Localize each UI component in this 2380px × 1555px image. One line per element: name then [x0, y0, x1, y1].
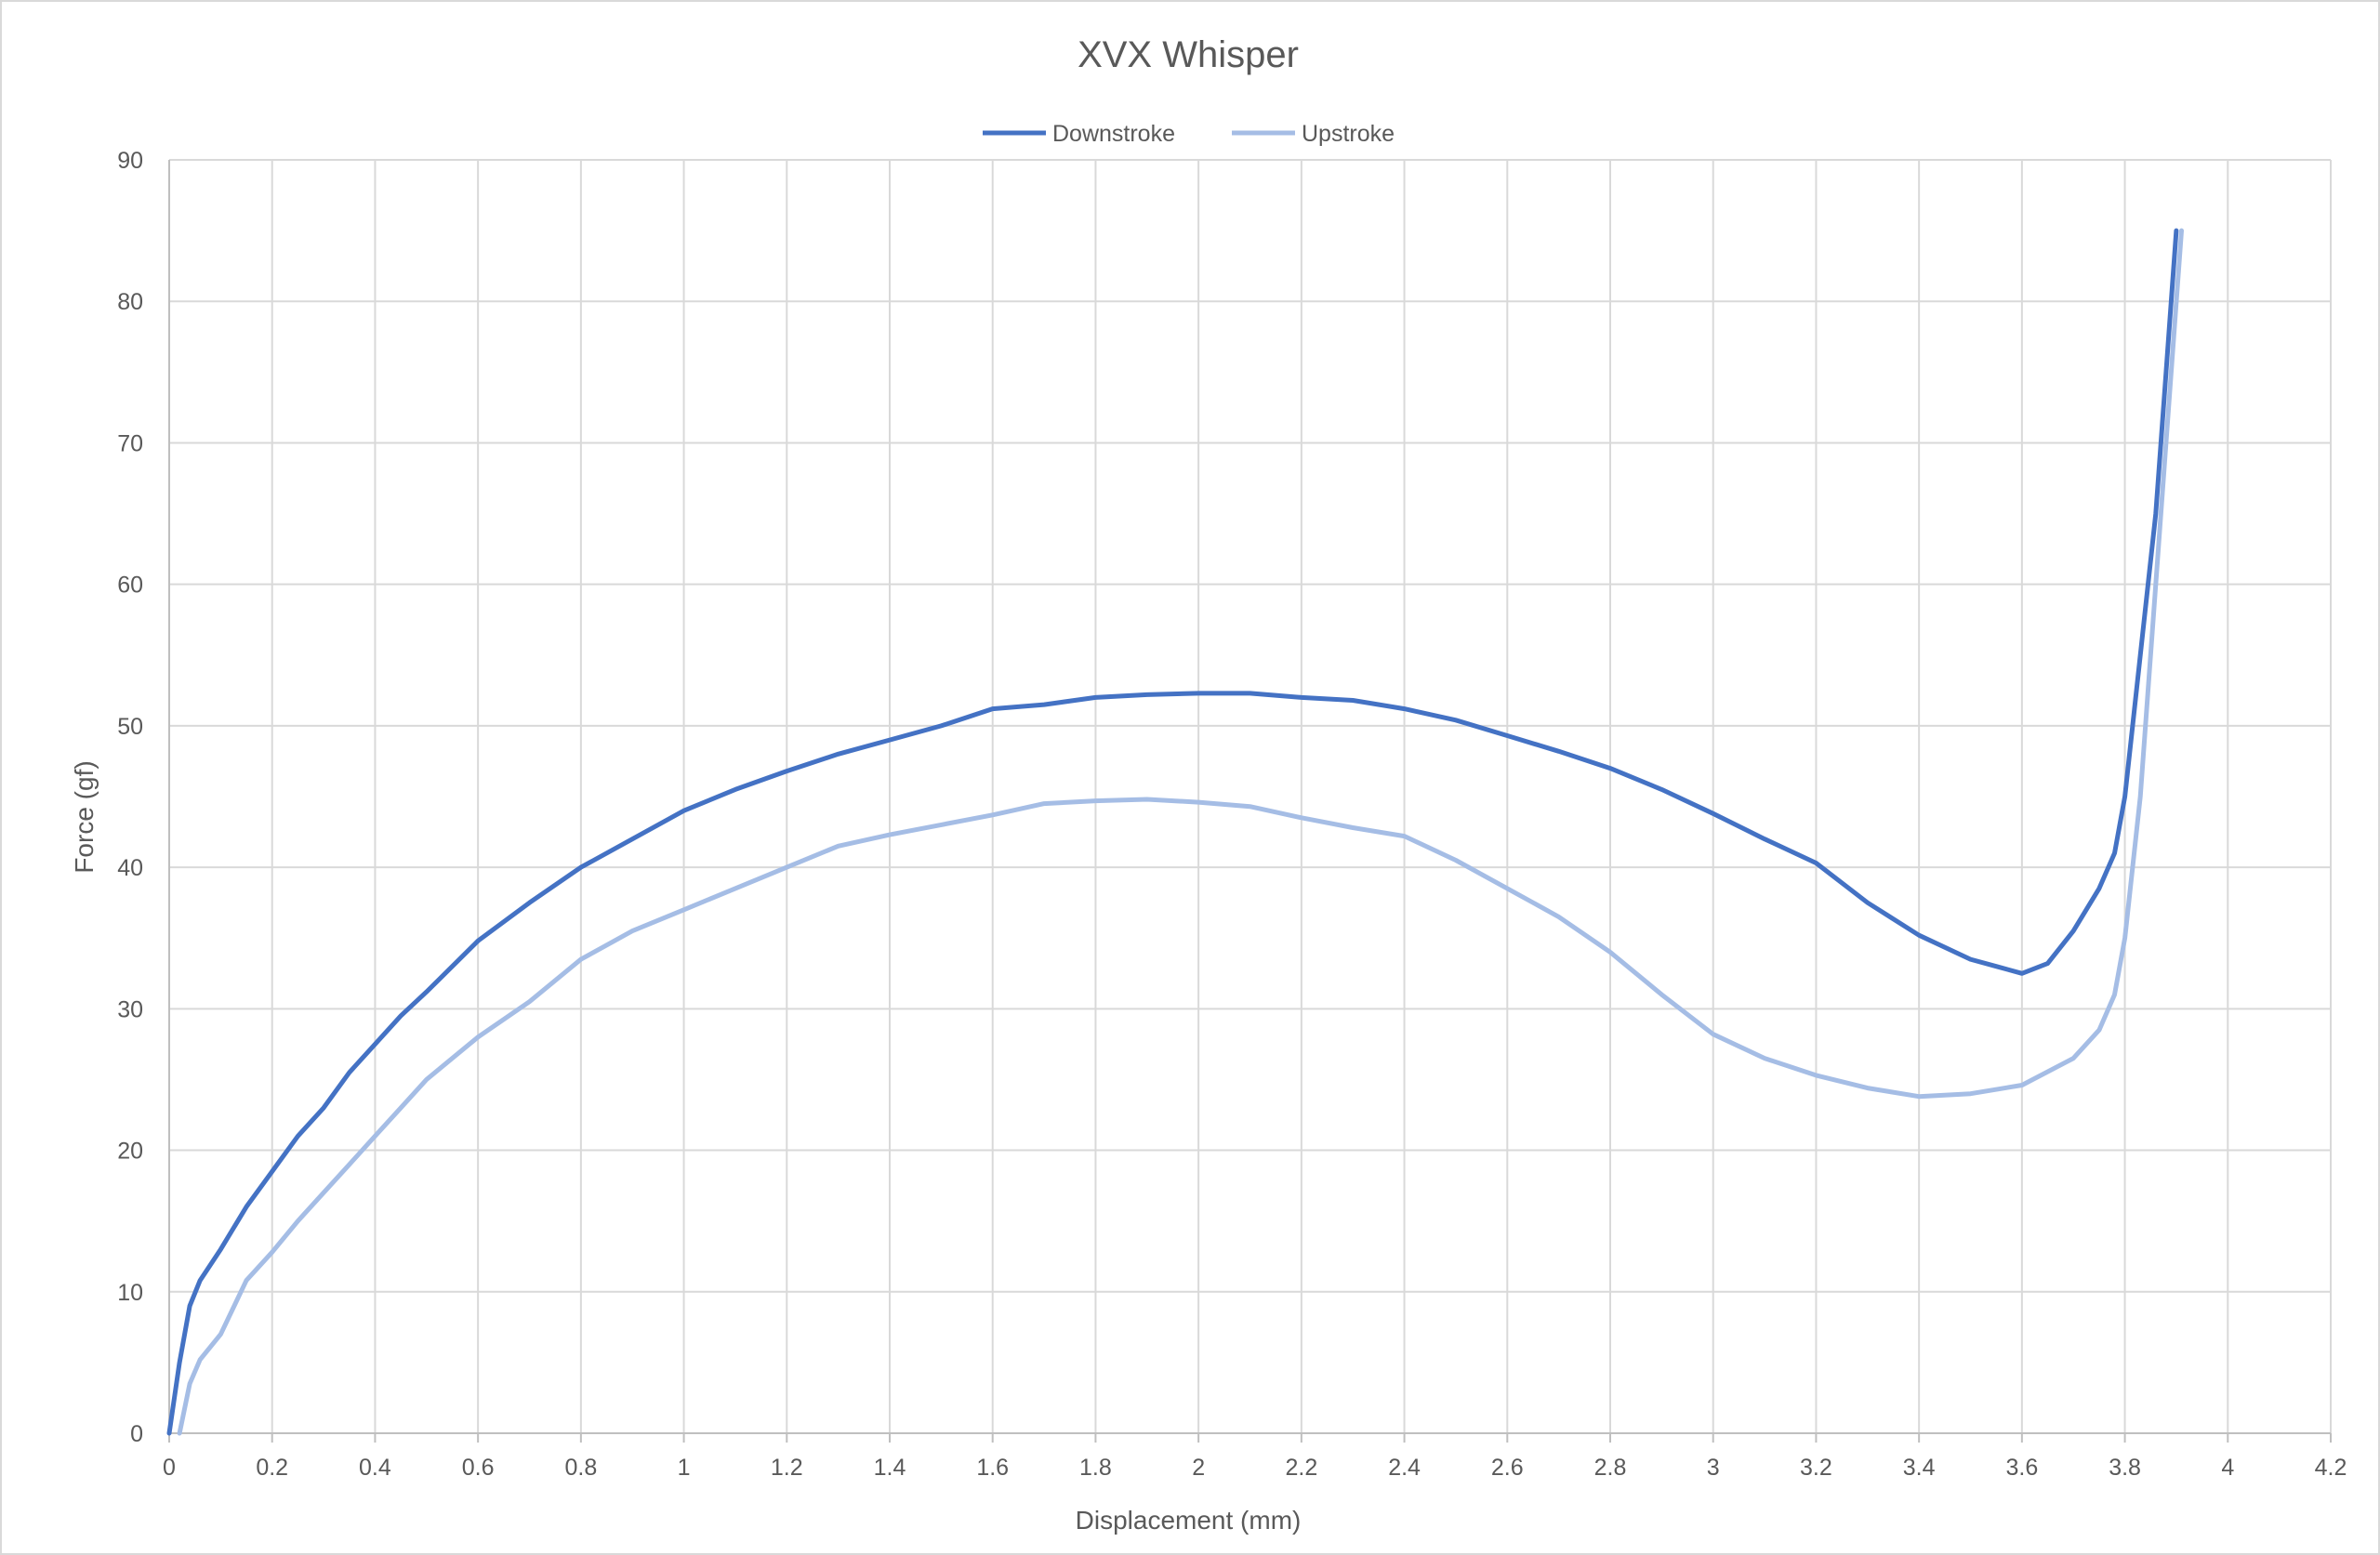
series-downstroke-line [166, 228, 2179, 1436]
x-tick-label: 1 [678, 1455, 691, 1481]
x-tick-label: 0.2 [256, 1455, 288, 1481]
axes [168, 160, 2332, 1443]
y-tick-labels: 0 10 20 30 40 50 60 70 80 90 [117, 148, 143, 1447]
x-tick-labels: 0 0.2 0.4 0.6 0.8 1 1.2 1.4 1.6 1.8 2 2.2 2.4 2.6 2.8 3… [163, 1455, 2347, 1481]
x-tick-label: 0.6 [462, 1455, 495, 1481]
x-tick-label: 3.4 [1903, 1455, 1936, 1481]
x-tick-label: 2.6 [1491, 1455, 1524, 1481]
grid-lines [169, 159, 2332, 1433]
legend-label-downstroke: Downstroke [1052, 121, 1175, 147]
x-tick-label: 2.4 [1388, 1455, 1421, 1481]
y-tick-label: 60 [117, 573, 143, 599]
x-tick-label: 0.4 [359, 1455, 391, 1481]
series-upstroke-line [177, 228, 2184, 1436]
legend-label-upstroke: Upstroke [1302, 121, 1395, 147]
x-tick-label: 2.2 [1285, 1455, 1317, 1481]
x-tick-label: 0 [163, 1455, 176, 1481]
y-tick-label: 40 [117, 855, 143, 881]
x-axis-label: Displacement (mm) [1076, 1506, 1302, 1535]
y-tick-label: 90 [117, 148, 143, 174]
chart-title: XVX Whisper [1078, 34, 1299, 75]
x-tick-label: 4.2 [2315, 1455, 2347, 1481]
x-tick-label: 3 [1707, 1455, 1720, 1481]
series-lines [166, 228, 2184, 1436]
x-tick-label: 3.8 [2109, 1455, 2141, 1481]
x-tick-label: 1.2 [771, 1455, 803, 1481]
x-tick-label: 2.8 [1594, 1455, 1627, 1481]
y-tick-label: 10 [117, 1280, 143, 1306]
x-tick-label: 2 [1192, 1455, 1205, 1481]
y-tick-label: 20 [117, 1139, 143, 1165]
x-tick-label: 3.2 [1800, 1455, 1832, 1481]
x-tick-label: 4 [2221, 1455, 2234, 1481]
y-tick-label: 80 [117, 289, 143, 315]
x-tick-label: 1.6 [976, 1455, 1009, 1481]
x-tick-label: 3.6 [2005, 1455, 2038, 1481]
y-tick-label: 50 [117, 714, 143, 740]
y-tick-label: 0 [130, 1421, 143, 1447]
y-tick-label: 30 [117, 996, 143, 1022]
x-tick-label: 1.4 [874, 1455, 906, 1481]
legend: Downstroke Upstroke [983, 121, 1395, 147]
y-axis-label: Force (gf) [70, 760, 99, 873]
x-tick-label: 0.8 [564, 1455, 597, 1481]
y-tick-label: 70 [117, 430, 143, 456]
x-tick-label: 1.8 [1079, 1455, 1112, 1481]
